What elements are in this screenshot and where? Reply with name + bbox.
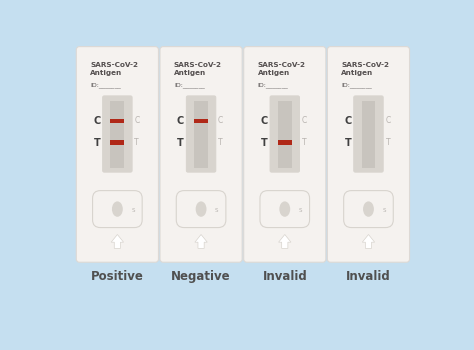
FancyBboxPatch shape bbox=[270, 96, 300, 172]
Text: SARS-CoV-2: SARS-CoV-2 bbox=[258, 62, 306, 68]
Text: T: T bbox=[93, 138, 100, 148]
Bar bbox=[110, 119, 124, 123]
FancyBboxPatch shape bbox=[103, 96, 132, 172]
FancyBboxPatch shape bbox=[92, 191, 142, 228]
Text: C: C bbox=[302, 116, 307, 125]
Text: T: T bbox=[177, 138, 184, 148]
Text: S: S bbox=[131, 208, 135, 213]
Bar bbox=[110, 100, 124, 168]
Text: C: C bbox=[261, 116, 268, 126]
Text: Antigen: Antigen bbox=[258, 70, 290, 77]
Ellipse shape bbox=[279, 201, 290, 217]
Polygon shape bbox=[362, 234, 374, 248]
Text: S: S bbox=[383, 208, 386, 213]
Bar bbox=[278, 100, 292, 168]
Bar bbox=[194, 119, 208, 123]
Ellipse shape bbox=[196, 201, 207, 217]
Text: T: T bbox=[218, 138, 223, 147]
Text: ID:_______: ID:_______ bbox=[174, 82, 205, 88]
Text: C: C bbox=[385, 116, 391, 125]
Text: T: T bbox=[345, 138, 351, 148]
Text: C: C bbox=[177, 116, 184, 126]
Text: Invalid: Invalid bbox=[263, 270, 307, 283]
Text: Antigen: Antigen bbox=[341, 70, 374, 77]
Text: C: C bbox=[93, 116, 100, 126]
FancyBboxPatch shape bbox=[160, 47, 242, 262]
Bar bbox=[110, 140, 124, 145]
Text: ID:_______: ID:_______ bbox=[341, 82, 372, 88]
Text: ID:_______: ID:_______ bbox=[90, 82, 121, 88]
FancyBboxPatch shape bbox=[76, 47, 158, 262]
Polygon shape bbox=[195, 234, 207, 248]
Text: T: T bbox=[385, 138, 390, 147]
Text: C: C bbox=[135, 116, 140, 125]
Text: T: T bbox=[261, 138, 268, 148]
Bar bbox=[194, 100, 208, 168]
Text: SARS-CoV-2: SARS-CoV-2 bbox=[90, 62, 138, 68]
FancyBboxPatch shape bbox=[260, 191, 310, 228]
Ellipse shape bbox=[112, 201, 123, 217]
FancyBboxPatch shape bbox=[244, 47, 326, 262]
Text: Antigen: Antigen bbox=[90, 70, 122, 77]
FancyBboxPatch shape bbox=[186, 96, 216, 172]
Text: Invalid: Invalid bbox=[346, 270, 391, 283]
Ellipse shape bbox=[363, 201, 374, 217]
FancyBboxPatch shape bbox=[354, 96, 383, 172]
Text: T: T bbox=[302, 138, 307, 147]
Bar bbox=[278, 140, 292, 145]
FancyBboxPatch shape bbox=[176, 191, 226, 228]
Polygon shape bbox=[279, 234, 291, 248]
Text: Negative: Negative bbox=[171, 270, 231, 283]
Text: S: S bbox=[215, 208, 219, 213]
Text: Positive: Positive bbox=[91, 270, 144, 283]
Text: SARS-CoV-2: SARS-CoV-2 bbox=[341, 62, 389, 68]
Text: C: C bbox=[218, 116, 223, 125]
FancyBboxPatch shape bbox=[344, 191, 393, 228]
Text: S: S bbox=[299, 208, 302, 213]
Bar bbox=[362, 100, 375, 168]
Text: Antigen: Antigen bbox=[174, 70, 206, 77]
Text: C: C bbox=[344, 116, 351, 126]
Polygon shape bbox=[111, 234, 124, 248]
Text: ID:_______: ID:_______ bbox=[258, 82, 288, 88]
Text: SARS-CoV-2: SARS-CoV-2 bbox=[174, 62, 222, 68]
Text: T: T bbox=[135, 138, 139, 147]
FancyBboxPatch shape bbox=[328, 47, 410, 262]
